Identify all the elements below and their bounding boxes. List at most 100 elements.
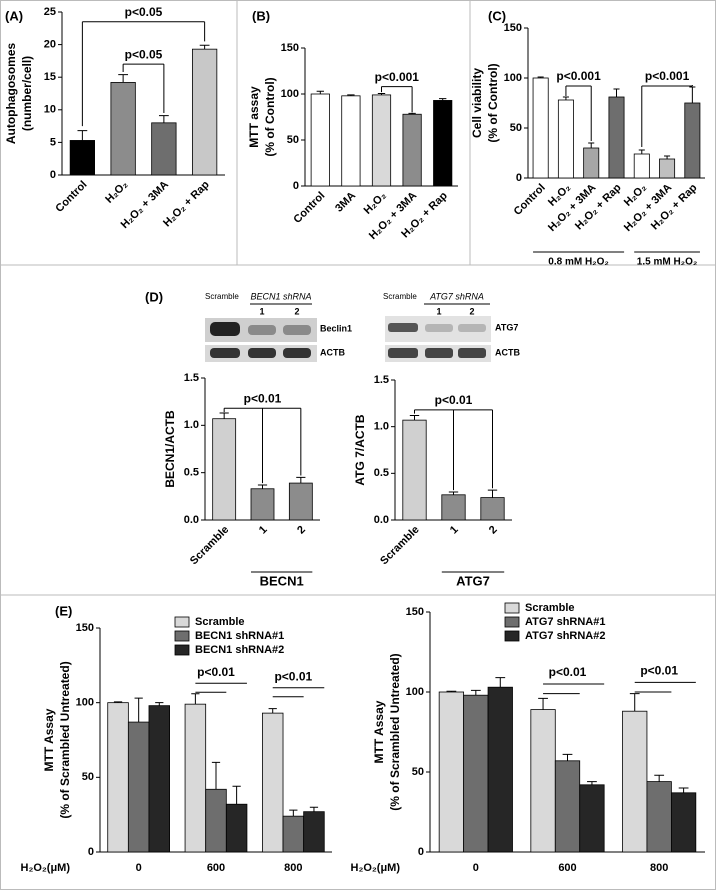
- error-bar: [289, 809, 298, 817]
- panel-label: (E): [55, 603, 72, 618]
- y-axis-label: (% of Control): [486, 63, 500, 142]
- y-tick-label: 50: [287, 134, 299, 146]
- bar: [463, 694, 489, 853]
- bar: [402, 113, 422, 187]
- error-bar: [232, 785, 241, 805]
- y-tick-label: 0.5: [184, 467, 199, 479]
- y-axis-label: MTT assay: [247, 86, 261, 148]
- error-bar: [377, 93, 386, 95]
- blot-group-label: BECN1 shRNA: [250, 291, 311, 301]
- bar: [608, 96, 625, 179]
- error-bar: [495, 677, 506, 688]
- x-axis-label: H₂O₂(μM): [21, 862, 71, 874]
- bar: [288, 482, 313, 521]
- legend-label: BECN1 shRNA#2: [195, 644, 284, 656]
- error-bar: [409, 414, 420, 421]
- error-bar: [316, 90, 324, 94]
- bar: [530, 709, 556, 853]
- error-bar: [257, 484, 268, 489]
- x-tick-label: 2: [487, 524, 500, 537]
- error-bar: [487, 489, 498, 498]
- legend-swatch: [504, 602, 520, 614]
- legend-swatch: [504, 630, 520, 642]
- annotation: p<0.01: [197, 665, 235, 679]
- x-tick-label: Control: [53, 179, 89, 215]
- y-tick-label: 15: [44, 71, 56, 83]
- legend-label: Scramble: [525, 602, 575, 614]
- y-tick-label: 100: [406, 686, 424, 698]
- legend-label: BECN1 shRNA#1: [195, 630, 284, 642]
- annotation: p<0.01: [435, 393, 473, 407]
- error-bar: [537, 76, 544, 78]
- bar: [69, 140, 96, 176]
- annotation: p<0.01: [640, 663, 678, 677]
- y-tick-label: 100: [281, 88, 299, 100]
- blot-band-label: Beclin1: [320, 323, 352, 333]
- error-bar: [155, 702, 164, 706]
- bar: [184, 703, 207, 853]
- bar: [438, 691, 465, 853]
- y-tick-label: 1.0: [184, 419, 199, 431]
- blot-band-label: ACTB: [320, 347, 345, 357]
- y-axis-label: MTT Assay: [42, 708, 56, 771]
- error-bar: [562, 96, 569, 100]
- error-bar: [538, 697, 548, 710]
- y-axis-label: (% of Scrambled Untreated): [388, 653, 402, 810]
- y-tick-label: 150: [406, 606, 424, 618]
- x-tick-label: Control: [291, 190, 327, 226]
- x-tick-label: 3MA: [333, 190, 358, 215]
- error-bar: [678, 787, 689, 793]
- legend-swatch: [174, 616, 190, 628]
- bar: [225, 803, 248, 853]
- blot-lane-label: 2: [294, 306, 299, 316]
- bar: [110, 82, 136, 176]
- legend-swatch: [504, 616, 520, 628]
- error-bar: [296, 476, 306, 484]
- bar: [148, 705, 171, 853]
- bar: [487, 686, 513, 853]
- error-bar: [347, 94, 355, 96]
- group-label: BECN1: [260, 573, 304, 588]
- y-tick-label: 0.5: [374, 467, 389, 479]
- error-bar: [562, 753, 573, 761]
- y-tick-label: 0.0: [184, 514, 199, 526]
- bar: [557, 99, 574, 179]
- y-axis-label: Cell viability: [470, 68, 484, 138]
- significance-bracket: [122, 63, 165, 114]
- error-bar: [191, 693, 200, 705]
- error-bar: [588, 142, 595, 148]
- error-bar: [439, 98, 447, 101]
- bar: [646, 781, 672, 853]
- error-bar: [309, 806, 319, 812]
- blot-band-label: ACTB: [495, 347, 520, 357]
- y-tick-label: 5: [50, 136, 56, 148]
- x-tick-label: H₂O₂: [103, 179, 130, 206]
- error-bar: [268, 708, 277, 714]
- x-tick-label: 800: [284, 862, 302, 874]
- error-bar: [219, 412, 229, 419]
- bar: [402, 419, 427, 521]
- y-tick-label: 25: [44, 6, 56, 18]
- y-tick-label: 150: [281, 42, 299, 54]
- annotation: p<0.001: [645, 69, 690, 83]
- group-label: ATG7: [456, 573, 490, 588]
- x-tick-label: 600: [558, 862, 576, 874]
- error-bar: [211, 761, 221, 790]
- error-bar: [664, 155, 671, 159]
- y-tick-label: 0: [418, 846, 424, 858]
- error-bar: [446, 690, 457, 692]
- x-tick-label: 600: [207, 862, 225, 874]
- error-bar: [134, 697, 143, 723]
- panel-label: (B): [252, 8, 270, 23]
- error-bar: [587, 781, 597, 785]
- blot-band-label: ATG7: [495, 322, 518, 332]
- bar: [250, 488, 275, 521]
- bar: [127, 721, 150, 853]
- error-bar: [629, 693, 640, 712]
- bar: [684, 102, 701, 179]
- y-tick-label: 50: [510, 122, 522, 134]
- significance-bracket: [381, 86, 413, 113]
- bar: [659, 158, 676, 179]
- bar: [583, 147, 600, 179]
- panel-label: (A): [5, 8, 23, 23]
